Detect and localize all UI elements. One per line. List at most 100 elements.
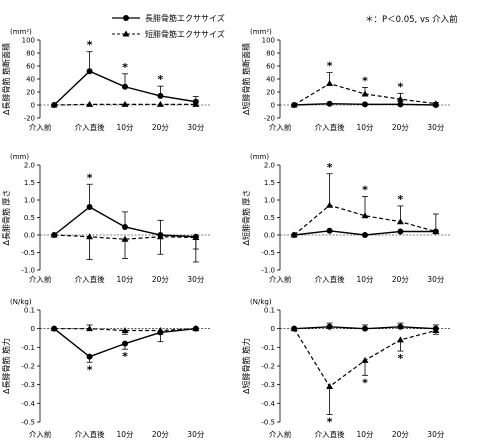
y-tick-label: 20 (26, 89, 35, 97)
y-tick-label: 0.1 (264, 307, 275, 315)
data-point-circle (362, 325, 368, 332)
y-tick-label: -0.4 (21, 400, 35, 408)
significance-star: * (327, 416, 333, 429)
x-tick-label: 介入直後 (75, 274, 105, 284)
x-tick-label: 10分 (356, 123, 374, 132)
chart-panel-bottom-right: -0.5 -0.4 -0.3 -0.2 -0.1 0 0.1(N/kg) Δ短腓骨筋 筋力介入… (241, 298, 450, 439)
y-tick-label: -0.2 (261, 363, 275, 371)
significance-star: * (327, 60, 333, 73)
series-line (54, 328, 196, 332)
data-point-triangle (156, 100, 164, 107)
x-tick-label: 介入前 (29, 122, 52, 132)
series-line (54, 234, 196, 240)
series-long (291, 227, 439, 238)
y-tick-label: -0.1 (21, 344, 35, 352)
y-tick-label: 40 (266, 76, 275, 84)
y-tick-label: 0.0 (264, 232, 275, 240)
data-point-triangle (50, 325, 58, 332)
series-long (51, 51, 199, 108)
data-point-circle (86, 204, 93, 210)
y-axis-label: Δ短腓骨筋 筋断面積 (241, 43, 251, 115)
y-tick-label: -0.3 (261, 381, 275, 389)
data-point-circle (326, 323, 333, 330)
x-tick-label: 介入前 (269, 429, 292, 439)
data-point-triangle (432, 228, 440, 234)
x-tick-label: 介入直後 (315, 274, 345, 284)
y-tick-label: 0 (31, 102, 35, 110)
unit-label: (mm) (10, 153, 29, 161)
legend-marker-short (122, 30, 130, 37)
x-tick-label: 介入直後 (315, 122, 345, 132)
data-point-triangle (326, 383, 334, 390)
legend-label-long: 長腓骨筋エクササイズ (145, 13, 225, 23)
data-point-triangle (121, 327, 129, 334)
y-tick-label: 2.0 (24, 162, 35, 170)
significance-star: * (362, 74, 368, 87)
significance-star: * (158, 73, 164, 86)
data-point-triangle (86, 233, 94, 240)
x-tick-label: 介入直後 (75, 122, 105, 132)
x-tick-label: 介入直後 (75, 429, 105, 439)
y-axis-label: Δ長腓骨筋 筋力 (1, 338, 11, 394)
significance-star: * (327, 161, 333, 174)
significance-star: * (362, 184, 368, 197)
data-point-circle (86, 353, 93, 360)
y-tick-label: 60 (26, 63, 35, 71)
data-point-triangle (156, 327, 164, 334)
y-axis-label: Δ短腓骨筋 筋力 (241, 338, 251, 394)
y-tick-label: 0 (31, 325, 35, 333)
y-tick-label: 2.0 (264, 162, 275, 170)
data-point-triangle (192, 325, 200, 332)
data-point-triangle (86, 100, 94, 107)
y-axis-label: Δ長腓骨筋 筋断面積 (1, 43, 11, 115)
significance-star: * (87, 39, 93, 52)
y-tick-label: 0.5 (24, 214, 35, 222)
series-line (54, 103, 196, 106)
y-tick-label: 60 (266, 63, 275, 71)
significance-star: * (87, 363, 93, 376)
x-tick-label: 10分 (116, 123, 134, 132)
data-point-triangle (326, 201, 334, 208)
significance-star: * (398, 80, 404, 93)
unit-label: (mm) (250, 153, 269, 161)
x-tick-label: 10分 (356, 275, 374, 284)
x-tick-label: 20分 (392, 123, 410, 132)
y-tick-label: 0.0 (24, 232, 35, 240)
y-tick-label: -0.3 (21, 381, 35, 389)
x-tick-label: 20分 (392, 430, 410, 439)
y-tick-label: 80 (266, 50, 275, 58)
data-point-triangle (192, 100, 200, 107)
unit-label: (N/kg) (250, 298, 272, 306)
y-tick-label: -0.1 (261, 344, 275, 352)
unit-label: (mm²) (10, 28, 32, 36)
data-point-circle (157, 92, 164, 99)
y-tick-label: 1.0 (264, 197, 275, 205)
chart-panel-bottom-left: -0.5 -0.4 -0.3 -0.2 -0.1 0 0.1(N/kg) Δ長腓骨筋 筋力介入… (1, 298, 210, 439)
x-tick-label: 10分 (116, 275, 134, 284)
data-point-circle (326, 227, 333, 234)
data-point-triangle (361, 90, 369, 97)
data-point-triangle (50, 101, 58, 108)
data-point-circle (362, 101, 368, 108)
y-tick-label: -0.5 (21, 419, 35, 427)
series-long (291, 322, 439, 332)
unit-label: (N/kg) (10, 298, 32, 306)
y-tick-label: 100 (22, 37, 35, 45)
y-tick-label: 1.0 (24, 197, 35, 205)
y-tick-label: 0 (271, 102, 275, 110)
x-tick-label: 10分 (116, 430, 134, 439)
x-tick-label: 20分 (152, 123, 170, 132)
x-tick-label: 介入前 (269, 274, 292, 284)
series-short (50, 231, 200, 263)
significance-star: * (122, 61, 128, 74)
x-tick-label: 30分 (427, 123, 445, 132)
data-point-triangle (290, 325, 298, 332)
data-point-circle (397, 323, 404, 330)
significance-star: * (87, 171, 93, 184)
data-point-triangle (396, 336, 404, 343)
data-point-circle (122, 83, 128, 90)
data-point-triangle (361, 356, 369, 363)
